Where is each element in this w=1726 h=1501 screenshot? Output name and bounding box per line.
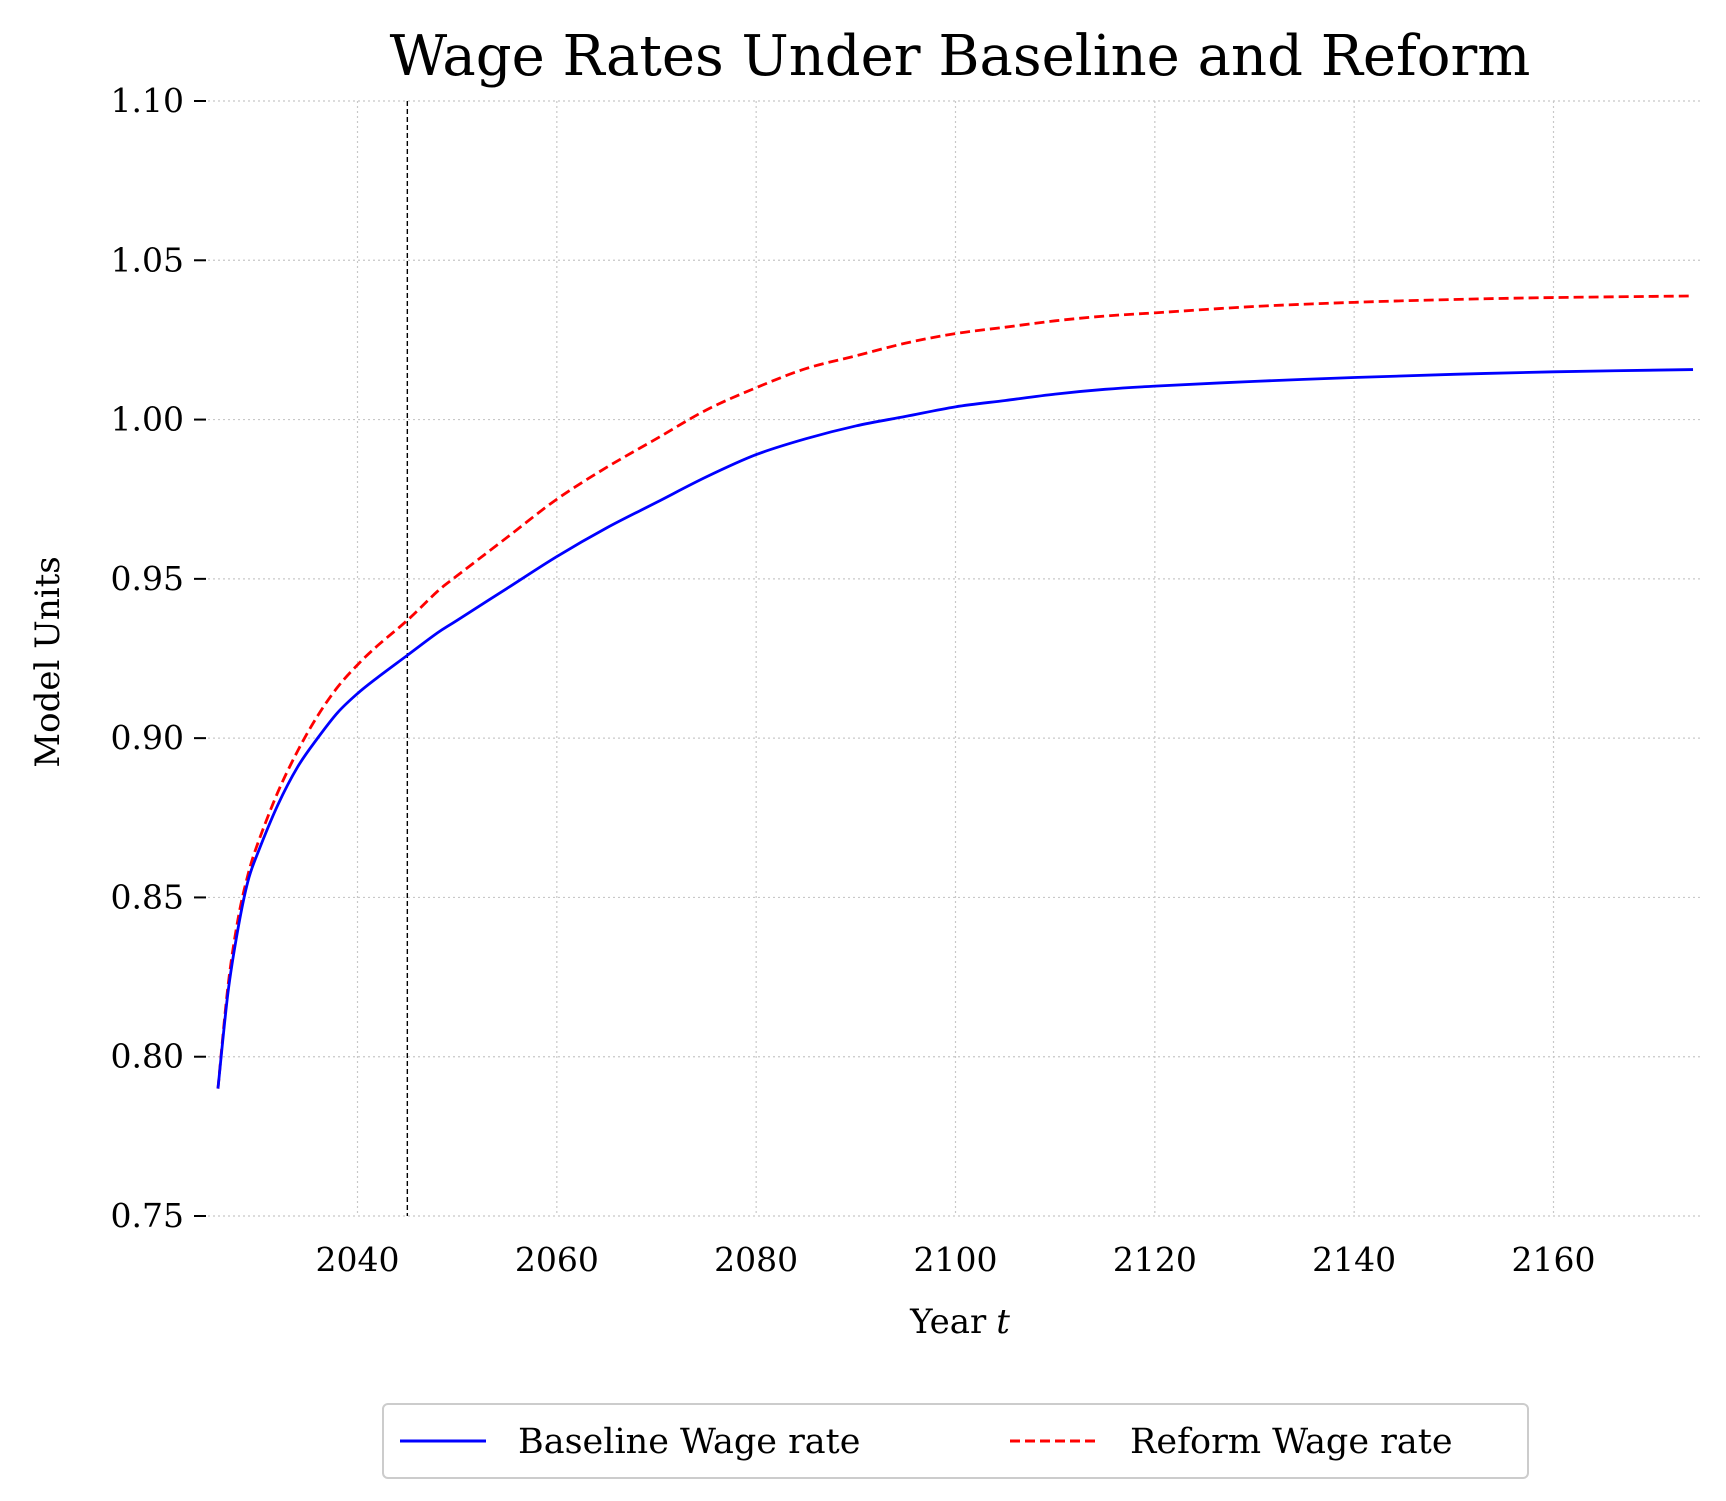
y-axis-label: Model Units: [28, 556, 68, 767]
x-tick-label: 2060: [515, 1240, 599, 1279]
y-tick-label: 0.80: [111, 1037, 184, 1076]
legend-label-baseline: Baseline Wage rate: [518, 1422, 860, 1462]
series-layer: [216, 294, 1694, 1089]
legend: Baseline Wage rate Reform Wage rate: [382, 1403, 1529, 1479]
y-tick-label: 0.75: [111, 1196, 184, 1235]
legend-frame: [382, 1403, 1529, 1479]
y-tick-label: 0.85: [111, 877, 184, 916]
y-tick-label: 1.10: [111, 81, 184, 120]
y-axis: 0.75 0.80 0.85 0.90 0.95 1.00 1.05 1.10: [111, 81, 206, 1235]
y-tick-label: 0.90: [111, 718, 184, 757]
x-axis-label-main: Year: [909, 1302, 987, 1342]
chart-title: Wage Rates Under Baseline and Reform: [390, 24, 1531, 89]
x-tick-label: 2100: [914, 1240, 998, 1279]
grid: [208, 100, 1703, 1217]
x-tick-label: 2140: [1312, 1240, 1396, 1279]
x-axis-label-var: t: [996, 1302, 1010, 1342]
x-tick-label: 2160: [1512, 1240, 1596, 1279]
series-line-reform: [216, 294, 1694, 1089]
x-tick-label: 2040: [316, 1240, 400, 1279]
y-tick-label: 0.95: [111, 559, 184, 598]
y-tick-label: 1.00: [111, 400, 184, 439]
x-tick-label: 2080: [714, 1240, 798, 1279]
y-tick-label: 1.05: [111, 240, 184, 279]
x-tick-label: 2120: [1113, 1240, 1197, 1279]
x-axis: 2040 2060 2080 2100 2120 2140 2160: [316, 1240, 1596, 1279]
x-axis-label: Year t: [909, 1302, 1010, 1342]
series-line-baseline: [216, 368, 1694, 1089]
legend-label-reform: Reform Wage rate: [1130, 1422, 1453, 1462]
